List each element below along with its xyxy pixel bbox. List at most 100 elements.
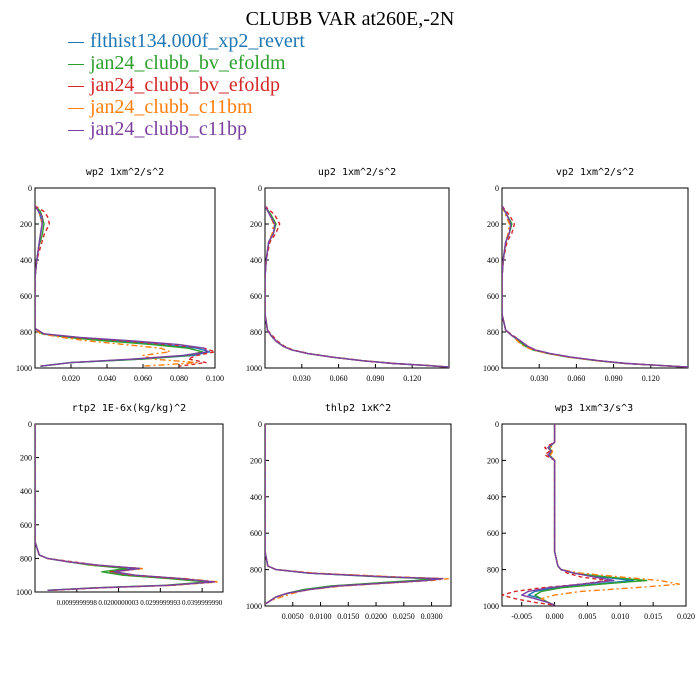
series-line-3-0 xyxy=(35,424,212,591)
ytick-label-0-5: 1000 xyxy=(16,364,32,373)
panel-title-3: rtp2 1E-6x(kg/kg)^2 xyxy=(72,403,186,414)
xtick-label-2-2: 0.090 xyxy=(605,374,623,383)
xtick-label-1-1: 0.060 xyxy=(330,374,348,383)
panel-5: wp3 1xm^3/s^3 0 200 400 600 800 1000 -0.005 0.00… xyxy=(483,403,695,621)
ytick-label-1-3: 600 xyxy=(250,292,262,301)
series-line-0-1 xyxy=(35,205,204,367)
ytick-label-2-5: 1000 xyxy=(483,364,499,373)
series-line-2-0 xyxy=(502,205,688,368)
ytick-label-5-1: 200 xyxy=(487,456,499,465)
panel-series-4 xyxy=(265,424,449,605)
series-line-1-4 xyxy=(265,205,449,368)
xtick-label-0-0: 0.020 xyxy=(62,374,80,383)
legend-label-1: jan24_clubb_bv_efoldm xyxy=(90,52,286,74)
ytick-label-0-4: 800 xyxy=(20,328,32,337)
xtick-label-4-3: 0.0200 xyxy=(365,612,387,621)
panel-title-2: vp2 1xm^2/s^2 xyxy=(556,167,634,178)
ytick-label-4-4: 800 xyxy=(250,566,262,575)
xtick-label-1-0: 0.030 xyxy=(293,374,311,383)
series-line-2-4 xyxy=(502,205,688,368)
panel-series-2 xyxy=(502,205,688,368)
ytick-label-5-0: 0 xyxy=(495,420,499,429)
legend-label-0: flthist134.000f_xp2_revert xyxy=(90,30,305,52)
legend-swatch-3 xyxy=(68,107,84,109)
series-line-0-4 xyxy=(35,205,209,367)
series-line-3-2 xyxy=(35,424,216,591)
ytick-label-2-0: 0 xyxy=(495,184,499,193)
series-line-1-3 xyxy=(265,205,449,368)
xtick-label-4-5: 0.0300 xyxy=(421,612,443,621)
ytick-label-1-2: 400 xyxy=(250,256,262,265)
series-line-3-3 xyxy=(35,424,220,591)
xtick-label-5-3: 0.010 xyxy=(611,612,629,621)
panel-title-5: wp3 1xm^3/s^3 xyxy=(555,403,633,414)
legend-swatch-0 xyxy=(68,41,84,43)
series-line-4-3 xyxy=(265,424,449,605)
xtick-label-0-1: 0.040 xyxy=(98,374,116,383)
xtick-label-2-3: 0.120 xyxy=(642,374,660,383)
series-line-1-1 xyxy=(265,205,449,368)
ytick-label-4-2: 400 xyxy=(250,493,262,502)
panel-0: wp2 1xm^2/s^2 0 200 400 600 800 1000 0.020 0.040… xyxy=(16,167,224,383)
series-line-2-3 xyxy=(502,205,688,368)
xtick-label-3-2: 0.0299999993 xyxy=(140,599,181,607)
ytick-label-3-3: 600 xyxy=(20,521,32,530)
ytick-label-1-0: 0 xyxy=(258,184,262,193)
ytick-label-3-5: 1000 xyxy=(16,588,32,597)
xtick-label-0-3: 0.080 xyxy=(170,374,188,383)
ytick-label-2-1: 200 xyxy=(487,220,499,229)
series-line-0-2 xyxy=(35,205,215,367)
ytick-label-4-5: 1000 xyxy=(246,602,262,611)
legend-entry-3: jan24_clubb_c11bm xyxy=(68,96,305,118)
ytick-label-0-1: 200 xyxy=(20,220,32,229)
xtick-label-5-4: 0.015 xyxy=(644,612,662,621)
ytick-label-3-1: 200 xyxy=(20,454,32,463)
panel-series-3 xyxy=(35,424,220,591)
xtick-label-4-0: 0.0050 xyxy=(282,612,304,621)
figure-title: CLUBB VAR at260E,-2N xyxy=(245,8,455,30)
xtick-label-5-0: -0.005 xyxy=(511,612,532,621)
legend-entry-4: jan24_clubb_c11bp xyxy=(68,118,305,140)
panel-3: rtp2 1E-6x(kg/kg)^2 0 200 400 600 800 1000 0.00… xyxy=(16,403,224,607)
series-line-4-4 xyxy=(265,424,444,605)
panel-title-0: wp2 1xm^2/s^2 xyxy=(86,167,164,178)
panel-frame-1 xyxy=(264,187,450,369)
legend-swatch-2 xyxy=(68,85,84,87)
ytick-label-2-2: 400 xyxy=(487,256,499,265)
xtick-label-4-1: 0.0100 xyxy=(310,612,332,621)
panel-series-5 xyxy=(502,424,681,606)
xtick-label-5-5: 0.020 xyxy=(677,612,695,621)
xtick-label-3-1: 0.0200000003 xyxy=(98,599,139,607)
panel-series-1 xyxy=(265,205,449,368)
series-line-1-2 xyxy=(265,205,449,368)
panel-2: vp2 1xm^2/s^2 0 200 400 600 800 1000 0.030 0.060… xyxy=(483,167,689,383)
ytick-label-3-4: 800 xyxy=(20,554,32,563)
ytick-label-3-0: 0 xyxy=(28,420,32,429)
legend: flthist134.000f_xp2_revert jan24_clubb_b… xyxy=(68,30,305,140)
ytick-label-1-5: 1000 xyxy=(246,364,262,373)
ytick-label-5-5: 1000 xyxy=(483,602,499,611)
ytick-label-5-3: 600 xyxy=(487,529,499,538)
legend-label-2: jan24_clubb_bv_efoldp xyxy=(90,74,280,96)
ytick-label-2-4: 800 xyxy=(487,328,499,337)
ytick-label-0-3: 600 xyxy=(20,292,32,301)
panel-frame-5 xyxy=(501,423,687,607)
legend-swatch-4 xyxy=(68,129,84,131)
legend-entry-0: flthist134.000f_xp2_revert xyxy=(68,30,305,52)
xtick-label-3-0: 0.0099999998 xyxy=(57,599,98,607)
ytick-label-1-4: 800 xyxy=(250,328,262,337)
panel-4: thlp2 1xK^2 0 200 400 600 800 1000 0.0050 0.0100… xyxy=(246,403,452,621)
series-line-3-4 xyxy=(35,424,216,591)
xtick-label-0-4: 0.100 xyxy=(206,374,224,383)
ytick-label-4-1: 200 xyxy=(250,456,262,465)
xtick-label-5-1: 0.000 xyxy=(546,612,564,621)
xtick-label-2-0: 0.030 xyxy=(530,374,548,383)
series-line-1-0 xyxy=(265,205,449,368)
xtick-label-4-2: 0.0150 xyxy=(337,612,359,621)
panel-frame-3 xyxy=(34,423,224,593)
ytick-label-0-2: 400 xyxy=(20,256,32,265)
panel-title-1: up2 1xm^2/s^2 xyxy=(318,167,396,178)
ytick-label-4-0: 0 xyxy=(258,420,262,429)
panel-series-0 xyxy=(35,205,215,367)
